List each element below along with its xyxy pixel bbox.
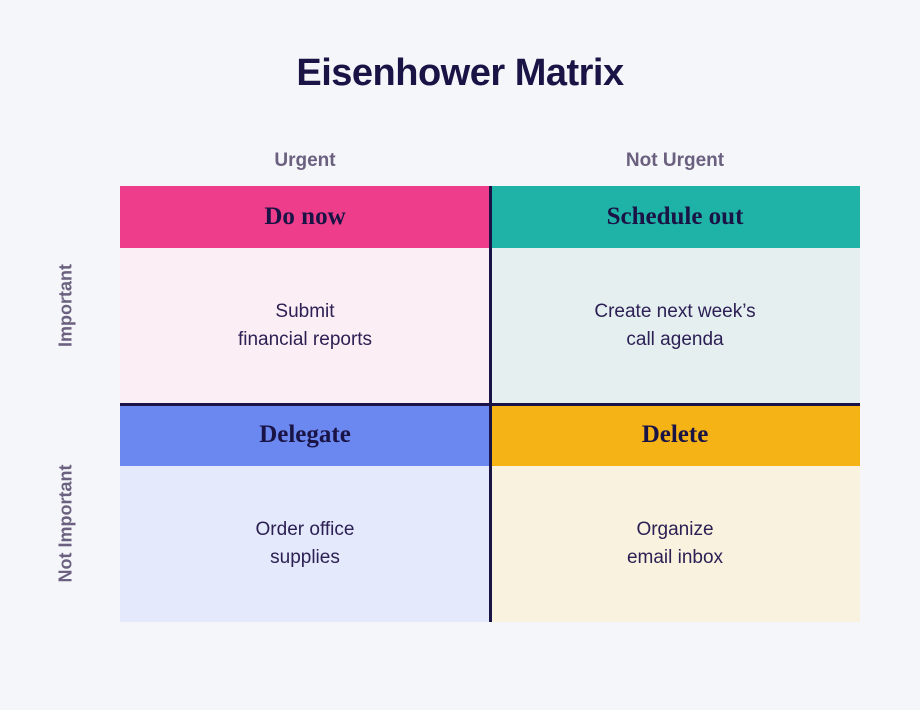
- quadrant-delegate: Delegate Order office supplies: [120, 404, 490, 622]
- row-header-important: Important: [56, 246, 77, 366]
- col-header-urgent: Urgent: [120, 150, 490, 172]
- col-header-not-urgent: Not Urgent: [490, 150, 860, 172]
- quadrant-body: Organize email inbox: [490, 466, 860, 622]
- quadrant-schedule-out: Schedule out Create next week’s call age…: [490, 186, 860, 404]
- quadrant-body: Submit financial reports: [120, 248, 490, 404]
- quadrant-body: Create next week’s call agenda: [490, 248, 860, 404]
- column-headers: Urgent Not Urgent: [120, 150, 860, 172]
- quadrant-do-now: Do now Submit financial reports: [120, 186, 490, 404]
- quadrant-heading: Schedule out: [490, 186, 860, 248]
- matrix-grid: Do now Submit financial reports Schedule…: [120, 186, 860, 622]
- quadrant-delete: Delete Organize email inbox: [490, 404, 860, 622]
- matrix-container: Urgent Not Urgent Important Not Importan…: [100, 150, 860, 622]
- quadrant-heading: Delegate: [120, 404, 490, 466]
- quadrant-heading: Delete: [490, 404, 860, 466]
- row-header-not-important: Not Important: [56, 444, 77, 604]
- quadrant-heading: Do now: [120, 186, 490, 248]
- quadrant-body: Order office supplies: [120, 466, 490, 622]
- divider-vertical: [489, 186, 492, 622]
- matrix-title: Eisenhower Matrix: [0, 52, 920, 95]
